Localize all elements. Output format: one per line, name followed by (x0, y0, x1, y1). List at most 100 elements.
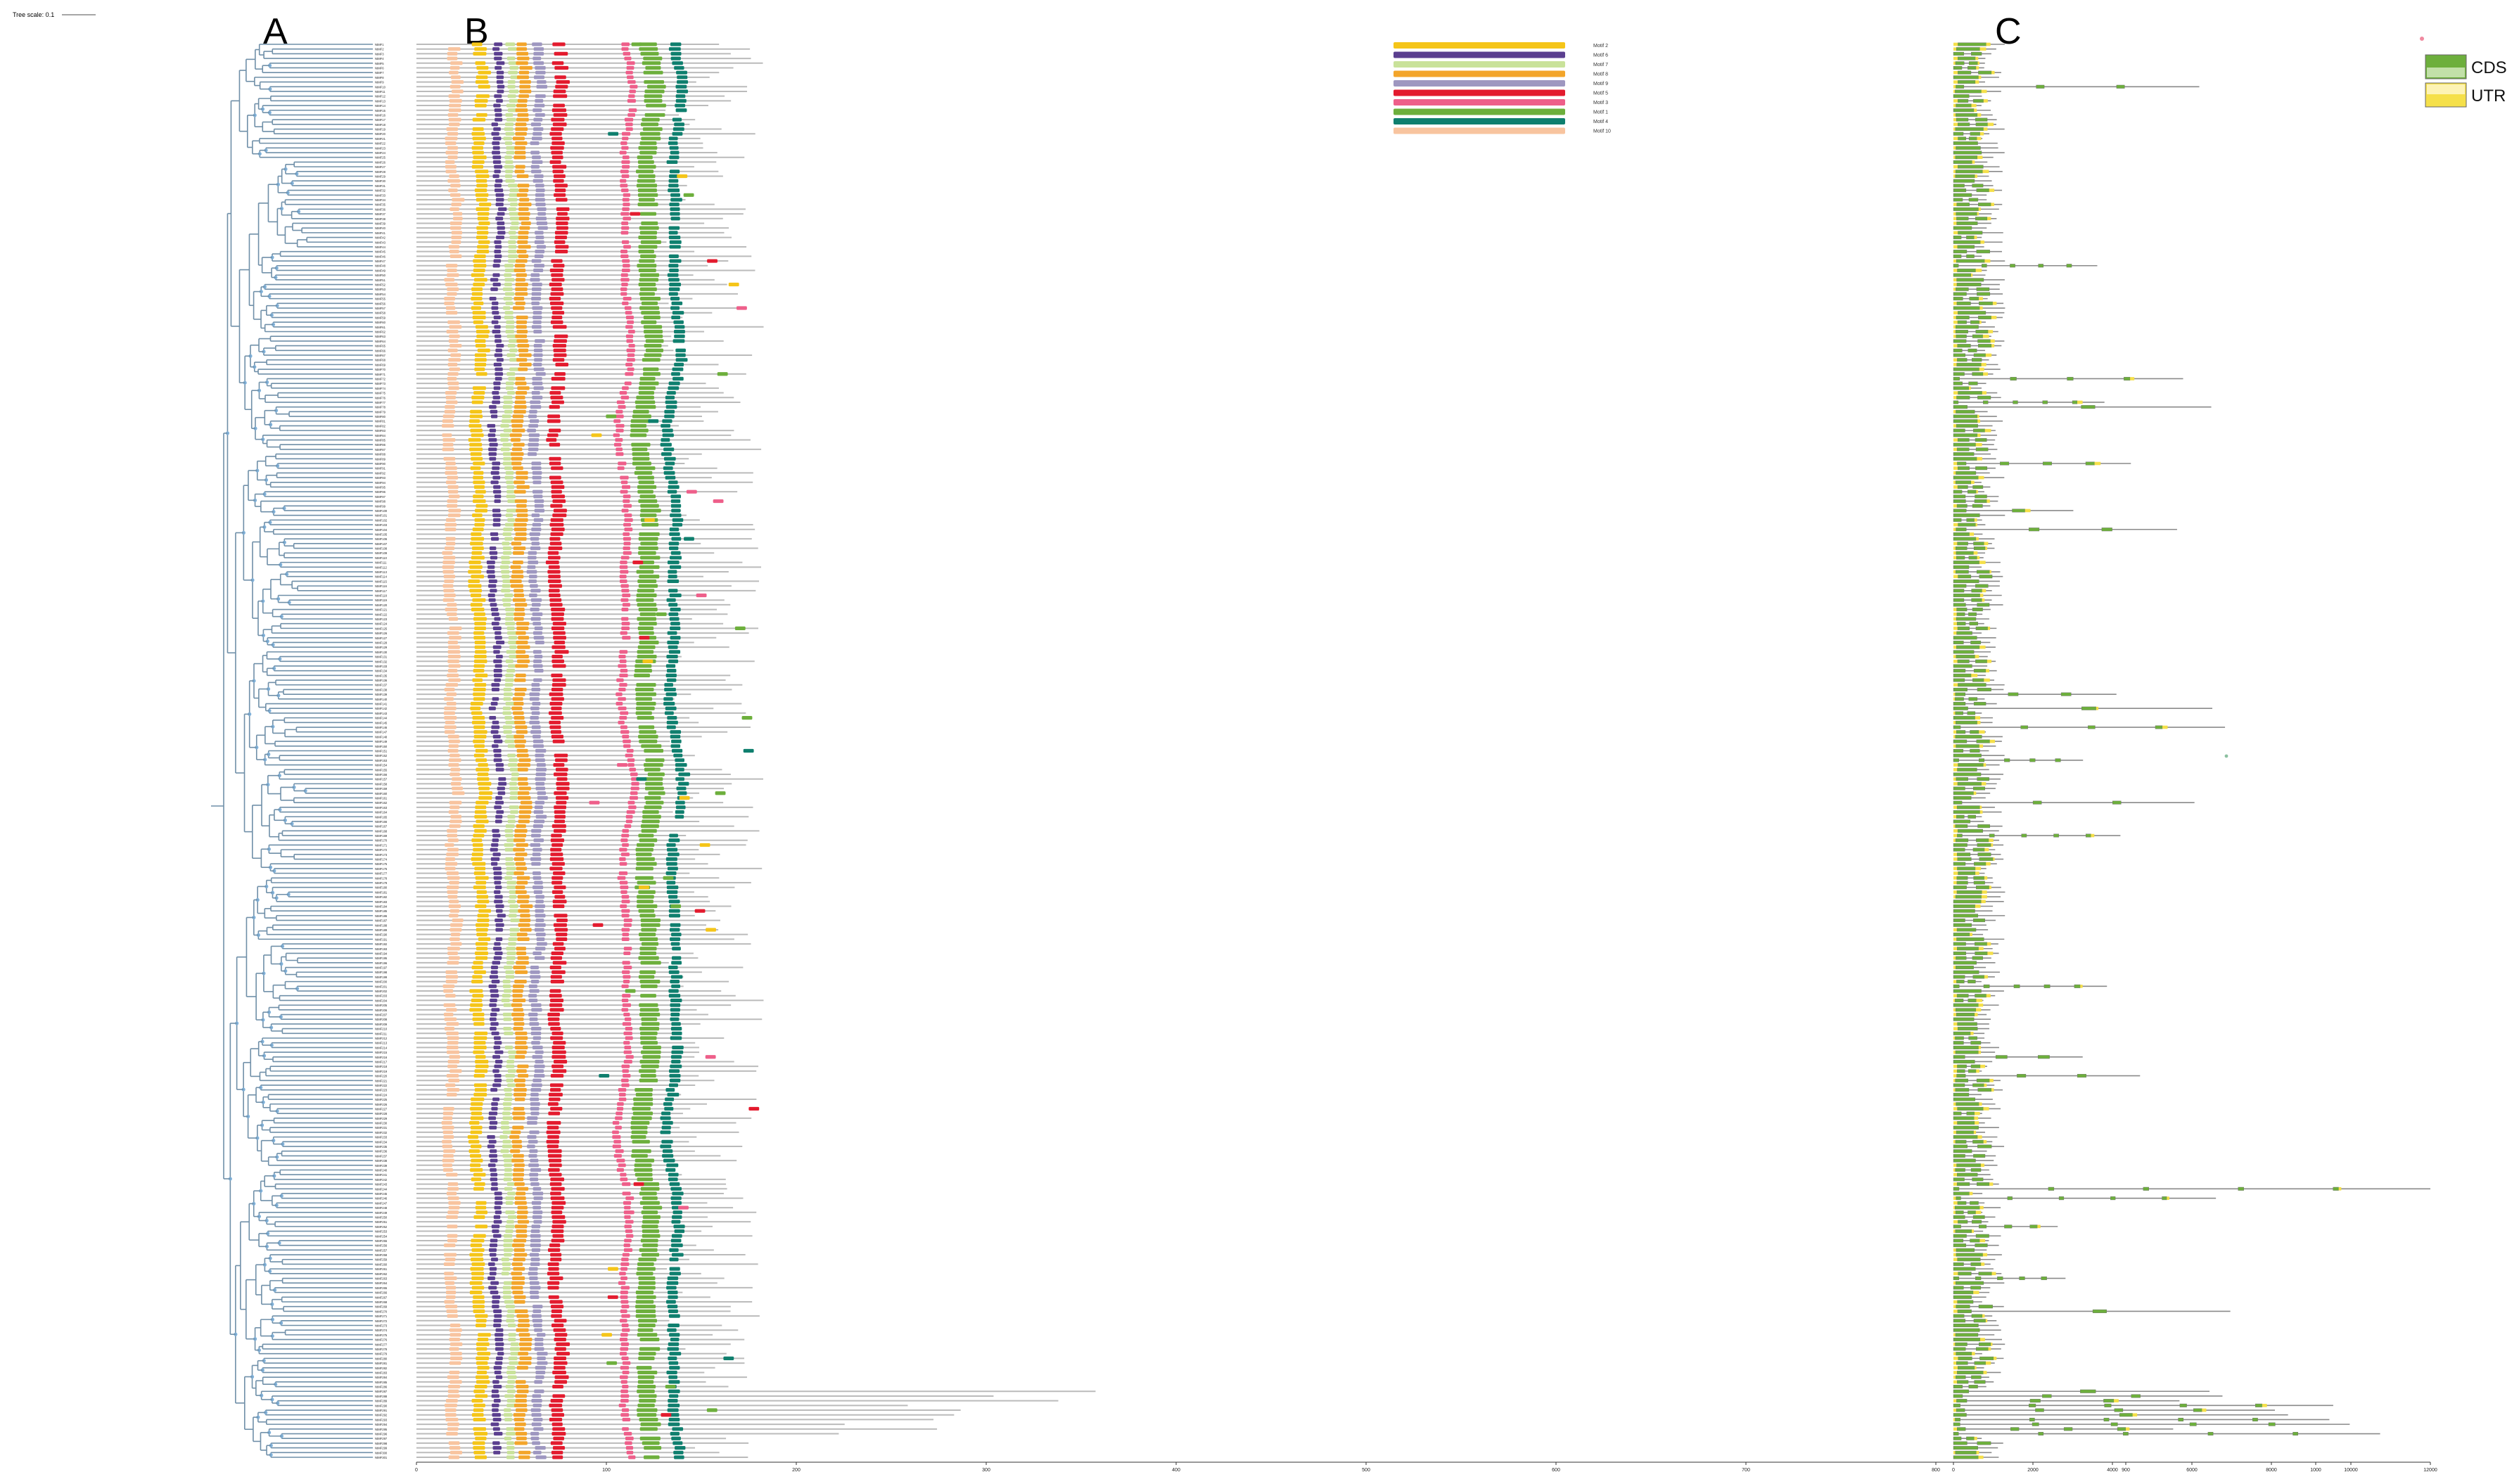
motif-box (510, 1149, 521, 1153)
cds-box (1972, 334, 1984, 338)
cds-box (1967, 65, 1977, 70)
motif-box (549, 282, 562, 287)
motif-box (503, 306, 511, 310)
motif-box (489, 1253, 497, 1257)
motif-box (555, 758, 568, 762)
motif-box (670, 193, 680, 197)
motif-box (668, 1361, 679, 1365)
cds-box (2042, 461, 2052, 466)
motif-box (537, 791, 547, 795)
gene-id-label: NtMF202 (375, 990, 388, 993)
motif-box (667, 847, 678, 852)
motif-box (621, 1258, 629, 1262)
motif-box (452, 786, 464, 791)
motif-box (448, 1205, 460, 1210)
motif-box (647, 772, 665, 776)
motif-box (531, 466, 542, 471)
cds-box (1953, 518, 1962, 522)
utr-box (1975, 56, 1979, 60)
cds-box (1956, 546, 1968, 551)
motif-box (668, 1309, 678, 1314)
motif-box (549, 442, 561, 447)
motif-box (620, 1342, 629, 1346)
motif-legend-swatch (1394, 70, 1565, 77)
motif-box (621, 282, 628, 287)
gene-id-labels: NtMF1NtMF2NtMF3NtMF4NtMF5NtMF6NtMF7NtMF8… (375, 43, 388, 1459)
motif-box (549, 132, 562, 136)
motif-box (556, 933, 568, 937)
motif-box (661, 452, 672, 456)
gene-id-label: NtMF72 (375, 377, 386, 380)
motif-box (519, 1337, 533, 1342)
motif-box (554, 193, 566, 197)
motif-box (531, 1224, 541, 1229)
motif-box (495, 1337, 504, 1342)
motif-box (620, 838, 628, 843)
motif-box (503, 687, 512, 692)
motif-box (534, 928, 544, 932)
motif-box (493, 876, 502, 880)
motif-box (639, 885, 649, 890)
motif-box (533, 871, 541, 876)
motif-box (449, 1361, 461, 1365)
motif-box (668, 1380, 680, 1384)
motif-box (502, 575, 510, 579)
motif-box (669, 259, 682, 263)
motif-box (639, 1078, 658, 1082)
motif-box (625, 325, 633, 329)
motif-box (626, 65, 634, 70)
motif-box (497, 89, 504, 94)
motif-box (519, 805, 533, 810)
motif-box (625, 1234, 634, 1238)
gene-id-label: NtMF169 (375, 834, 388, 838)
motif-box (530, 151, 540, 155)
motif-box (506, 334, 516, 338)
cds-box (1953, 376, 1960, 380)
motif-box (670, 1413, 680, 1417)
motif-box (447, 650, 461, 654)
motif-box (661, 1125, 671, 1130)
motif-box (668, 1356, 677, 1360)
gene-id-label: NtMF65 (375, 345, 386, 348)
motif-box (672, 127, 684, 132)
cds-box (2038, 264, 2044, 268)
utr-box (1953, 447, 1958, 452)
motif-box (494, 353, 503, 357)
motif-box (637, 843, 655, 847)
motif-box (507, 1323, 516, 1328)
motif-legend-label: Motif 3 (1593, 101, 1608, 105)
motif-box (477, 245, 489, 249)
motif-box (616, 1168, 624, 1172)
motif-box (448, 117, 461, 122)
motif-box (530, 965, 539, 970)
motif-box (494, 51, 503, 56)
motif-box (634, 1172, 653, 1177)
motif-box (507, 343, 516, 348)
motif-box (446, 701, 457, 706)
motif-box (497, 212, 505, 216)
motif-box (475, 951, 488, 956)
motif-box (492, 645, 502, 649)
motif-box (493, 490, 502, 494)
gene-id-label: NtMF151 (375, 750, 388, 753)
motif-box (666, 725, 676, 729)
motif-box (625, 311, 632, 315)
utr-box (1953, 169, 1956, 174)
motif-box (623, 1012, 630, 1017)
motif-box (504, 1172, 513, 1177)
motif-box (643, 367, 659, 371)
motif-box (551, 970, 566, 974)
motif-box (527, 1116, 538, 1120)
motif-box (533, 490, 543, 494)
utr-box (1979, 297, 1983, 300)
motif-box (495, 245, 502, 249)
motif-box (504, 122, 514, 127)
gene-id-label: NtMF268 (375, 1300, 388, 1304)
gene-id-label: NtMF196 (375, 961, 388, 965)
motif-box (530, 405, 542, 409)
motif-box (502, 725, 513, 729)
cds-box (1953, 160, 1972, 164)
motif-box (442, 984, 455, 988)
motif-box (534, 1380, 543, 1384)
motif-box (620, 1333, 628, 1337)
